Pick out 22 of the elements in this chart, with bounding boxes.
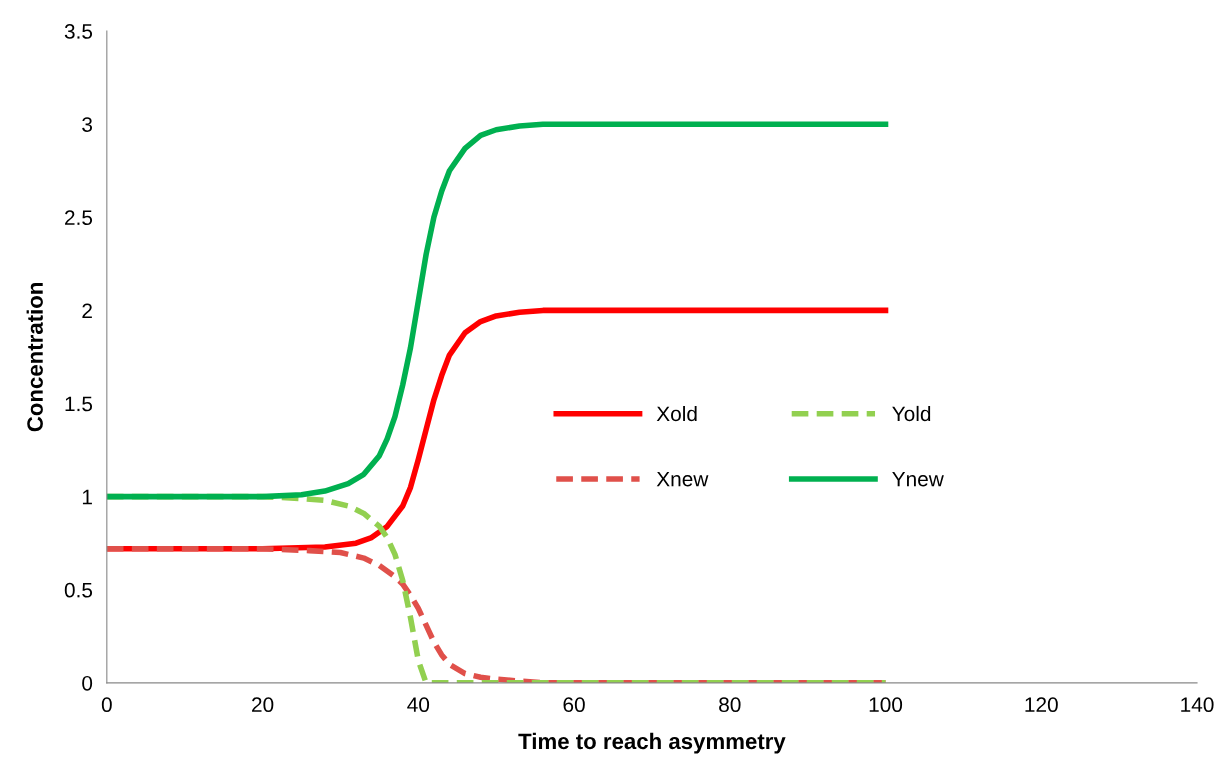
legend-label: Xnew — [656, 471, 709, 487]
x-tick-label: 140 — [1181, 697, 1214, 713]
x-tick-label: 40 — [407, 697, 430, 713]
legend-label: Xold — [656, 405, 697, 422]
y-tick-label: 1.5 — [65, 396, 93, 412]
x-tick-label: 80 — [719, 697, 741, 713]
y-axis-title: Concentration — [26, 283, 43, 432]
y-tick-label: 2.5 — [65, 210, 93, 226]
x-tick-label: 100 — [869, 697, 903, 713]
y-tick-label: 2 — [82, 303, 92, 318]
x-tick-label: 60 — [563, 697, 585, 713]
x-tick-label: 0 — [101, 697, 112, 713]
y-tick-label: 3.5 — [64, 24, 93, 39]
legend-label: Yold — [892, 405, 931, 422]
x-tick-label: 120 — [1025, 697, 1058, 713]
y-tick-label: 1 — [82, 489, 92, 505]
x-tick-label: 20 — [252, 697, 274, 713]
y-tick-label: 0 — [82, 675, 93, 691]
legend-label: Ynew — [892, 471, 944, 487]
y-tick-label: 3 — [82, 117, 93, 132]
y-tick-label: 0.5 — [64, 582, 93, 598]
x-axis-title: Time to reach asymmetry — [518, 732, 786, 754]
